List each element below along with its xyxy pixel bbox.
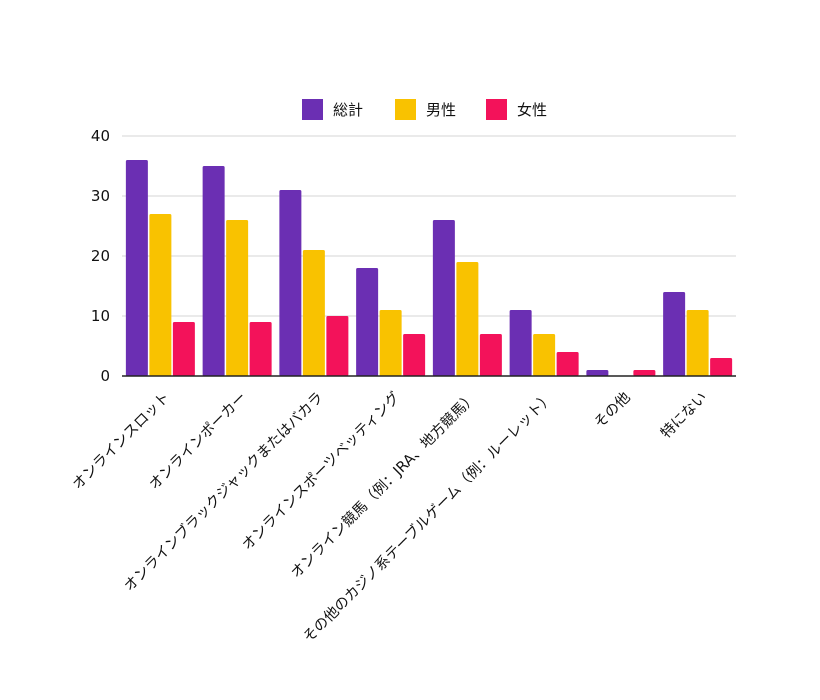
y-tick-label: 10 bbox=[91, 307, 110, 325]
bar-男性-7 bbox=[686, 310, 709, 376]
bar-男性-4 bbox=[456, 262, 479, 376]
bar-総計-2 bbox=[279, 190, 302, 376]
bar-女性-2 bbox=[326, 316, 349, 376]
x-category-label: オンラインスポーツベッティング bbox=[239, 389, 404, 554]
bar-総計-6 bbox=[586, 370, 609, 376]
x-category-label: 特にない bbox=[657, 389, 710, 442]
bar-男性-0 bbox=[149, 214, 172, 376]
y-tick-label: 0 bbox=[100, 367, 110, 385]
bar-総計-5 bbox=[509, 310, 532, 376]
bar-女性-6 bbox=[633, 370, 656, 376]
x-category-label: その他のカジノ系テーブルゲーム（例：ルーレット） bbox=[299, 388, 557, 646]
bar-女性-4 bbox=[479, 334, 502, 376]
legend-item-1: 男性 bbox=[395, 99, 456, 120]
legend-item-2: 女性 bbox=[486, 99, 547, 120]
legend-swatch bbox=[302, 99, 323, 120]
legend: 総計 男性 女性 bbox=[302, 99, 547, 120]
bar-総計-1 bbox=[202, 166, 225, 376]
bar-女性-0 bbox=[172, 322, 195, 376]
bar-女性-5 bbox=[556, 352, 579, 376]
legend-swatch bbox=[395, 99, 416, 120]
bar-男性-2 bbox=[302, 250, 325, 376]
bars bbox=[125, 160, 733, 376]
bar-男性-3 bbox=[379, 310, 402, 376]
legend-swatch bbox=[486, 99, 507, 120]
y-axis-ticks: 0 10 20 30 40 bbox=[91, 127, 110, 385]
legend-item-0: 総計 bbox=[302, 99, 363, 120]
legend-label: 総計 bbox=[333, 101, 363, 119]
x-category-label: その他 bbox=[591, 389, 634, 432]
bar-男性-5 bbox=[533, 334, 556, 376]
bar-女性-1 bbox=[249, 322, 272, 376]
bar-総計-4 bbox=[432, 220, 455, 376]
bar-男性-1 bbox=[226, 220, 249, 376]
bar-総計-7 bbox=[663, 292, 686, 376]
legend-label: 男性 bbox=[426, 101, 456, 119]
legend-label: 女性 bbox=[517, 101, 547, 119]
bar-総計-3 bbox=[356, 268, 379, 376]
y-tick-label: 40 bbox=[91, 127, 110, 145]
bar-女性-3 bbox=[403, 334, 426, 376]
bar-総計-0 bbox=[125, 160, 148, 376]
y-tick-label: 30 bbox=[91, 187, 110, 205]
x-axis-labels: オンラインスロットオンラインポーカーオンラインブラックジャックまたはバカラオンラ… bbox=[70, 388, 711, 646]
y-tick-label: 20 bbox=[91, 247, 110, 265]
bar-女性-7 bbox=[710, 358, 733, 376]
